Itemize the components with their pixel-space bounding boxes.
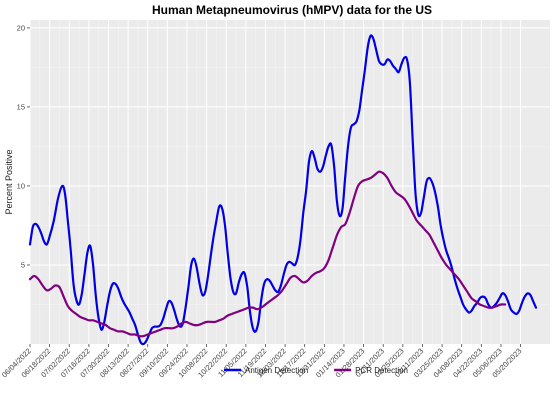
series-lines: [28, 34, 538, 346]
y-axis: 5 10 15 20: [17, 23, 30, 269]
y-tick-label: 15: [17, 102, 25, 111]
chart-title: Human Metapneumovirus (hMPV) data for th…: [152, 3, 432, 17]
y-tick-label: 10: [17, 181, 25, 190]
y-axis-title: Percent Positive: [4, 149, 14, 214]
series-line-pcr-detection: [28, 170, 507, 338]
y-tick-label: 5: [21, 260, 25, 269]
legend-label: Antigen Detection: [245, 366, 308, 375]
series-line-antigen-detection: [28, 34, 538, 346]
legend-label: PCR Detection: [355, 366, 408, 375]
plot-background: [30, 20, 550, 344]
y-tick-label: 20: [17, 23, 25, 32]
legend: Antigen Detection PCR Detection: [224, 366, 408, 375]
